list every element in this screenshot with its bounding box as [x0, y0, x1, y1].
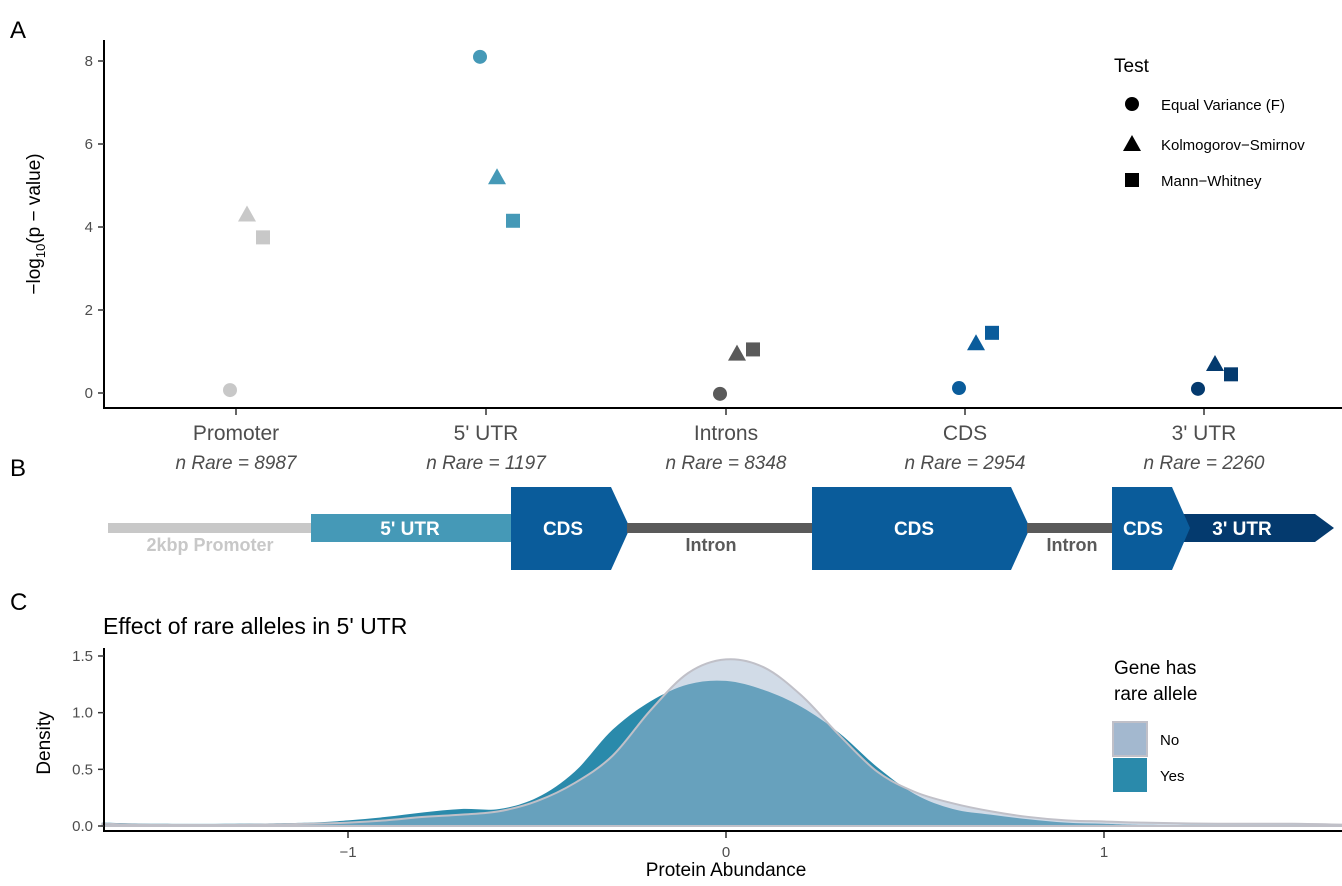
a-legend-label: Equal Variance (F)	[1161, 97, 1285, 114]
c-legend-label: Yes	[1160, 768, 1184, 785]
a-category-label: Introns	[694, 422, 758, 445]
a-point-circle	[223, 383, 237, 398]
a-legend-key-circle	[1125, 97, 1139, 111]
a-legend-key-square	[1125, 173, 1139, 187]
a-y-tick-label: 8	[85, 53, 93, 70]
a-y-ticks: 0 2 4 6 8	[85, 53, 104, 402]
a-point-square	[506, 213, 520, 228]
a-legend-title: Test	[1114, 56, 1150, 77]
c-y-tick-label: 0.0	[72, 818, 93, 835]
a-category-label: Promoter	[193, 422, 279, 445]
a-category-sublabel: n Rare = 1197	[426, 453, 547, 474]
a-y-tick-label: 0	[85, 385, 93, 402]
cds3-arrow	[1112, 487, 1190, 570]
c-x-tick-label: −1	[339, 844, 356, 861]
density-panel: Effect of rare alleles in 5' UTR 0.0 0.5 1…	[34, 613, 1342, 881]
scatter-panel: 0 2 4 6 8 Promoter n Rare = 8987 5' UTR n Rare …	[24, 40, 1342, 474]
a-point-square	[1224, 367, 1238, 382]
a-legend-label: Mann−Whitney	[1161, 173, 1262, 190]
c-legend-key	[1112, 721, 1148, 757]
c-x-axis-label: Protein Abundance	[646, 860, 807, 881]
c-y-tick-label: 1.5	[72, 648, 93, 665]
c-legend: Gene has rare allele No Yes	[1112, 658, 1197, 792]
c-density-no	[101, 658, 1342, 827]
c-y-tick-label: 0.5	[72, 761, 93, 778]
a-category-sublabel: n Rare = 8987	[176, 453, 298, 474]
intron2-bar	[1027, 523, 1113, 533]
a-point-square	[746, 342, 760, 357]
c-legend-title-1: Gene has	[1114, 658, 1196, 679]
a-legend: Test Equal Variance (F) Kolmogorov−Smirno…	[1114, 56, 1305, 190]
a-legend-label: Kolmogorov−Smirnov	[1161, 137, 1305, 154]
a-y-tick-label: 6	[85, 136, 93, 153]
utr3-arrow	[1160, 514, 1334, 542]
cds1-arrow	[511, 487, 630, 570]
a-y-axis-label: −log10(p − value)	[24, 153, 48, 294]
utr5-arrow	[311, 514, 531, 542]
a-category-sublabel: n Rare = 8348	[666, 453, 787, 474]
a-y-tick-label: 2	[85, 302, 93, 319]
a-point-square	[256, 230, 270, 245]
a-category-sublabel: n Rare = 2260	[1144, 453, 1265, 474]
intron1-bar	[627, 523, 813, 533]
a-point-circle	[1191, 381, 1205, 396]
c-y-ticks: 0.0 0.5 1.0 1.5	[72, 648, 104, 835]
c-title: Effect of rare alleles in 5' UTR	[103, 613, 407, 639]
intron2-label: Intron	[1047, 535, 1098, 555]
c-legend-label: No	[1160, 732, 1179, 749]
a-point-triangle	[1206, 354, 1224, 371]
a-category-label: 3' UTR	[1172, 422, 1237, 445]
cds1-label: CDS	[543, 519, 583, 540]
panel-label-c: C	[10, 589, 27, 616]
a-point-circle	[713, 386, 727, 401]
a-point-triangle	[238, 205, 256, 222]
utr5-label: 5' UTR	[380, 519, 440, 540]
a-category-label: 5' UTR	[454, 422, 519, 445]
cds2-arrow	[812, 487, 1030, 570]
c-y-tick-label: 1.0	[72, 705, 93, 722]
a-point-square	[985, 325, 999, 340]
a-point-triangle	[967, 334, 985, 351]
c-x-tick-label: 1	[1100, 844, 1108, 861]
a-point-triangle	[488, 168, 506, 185]
cds2-label: CDS	[894, 519, 934, 540]
a-point-circle	[952, 381, 966, 396]
a-point-circle	[473, 49, 487, 64]
c-x-tick-label: 0	[722, 844, 730, 861]
a-x-ticks: Promoter n Rare = 8987 5' UTR n Rare = 1197…	[176, 409, 1265, 474]
gene-diagram: 2kbp Promoter 5' UTR CDS Intron CDS Intr…	[108, 487, 1334, 570]
cds3-label: CDS	[1123, 519, 1163, 540]
c-legend-key	[1113, 758, 1147, 792]
c-x-ticks: −1 0 1	[339, 832, 1108, 861]
utr3-label: 3' UTR	[1212, 519, 1272, 540]
a-points	[223, 49, 1238, 401]
a-legend-key-triangle	[1123, 135, 1141, 151]
a-point-triangle	[728, 344, 746, 361]
promoter-bar	[108, 523, 313, 533]
intron1-label: Intron	[686, 535, 737, 555]
promoter-label: 2kbp Promoter	[146, 535, 273, 555]
panel-label-a: A	[10, 17, 26, 44]
a-category-sublabel: n Rare = 2954	[905, 453, 1026, 474]
c-legend-title-2: rare allele	[1114, 684, 1197, 705]
panel-label-b: B	[10, 455, 26, 482]
a-category-label: CDS	[943, 422, 987, 445]
c-y-axis-label: Density	[34, 711, 55, 775]
a-y-tick-label: 4	[85, 219, 93, 236]
